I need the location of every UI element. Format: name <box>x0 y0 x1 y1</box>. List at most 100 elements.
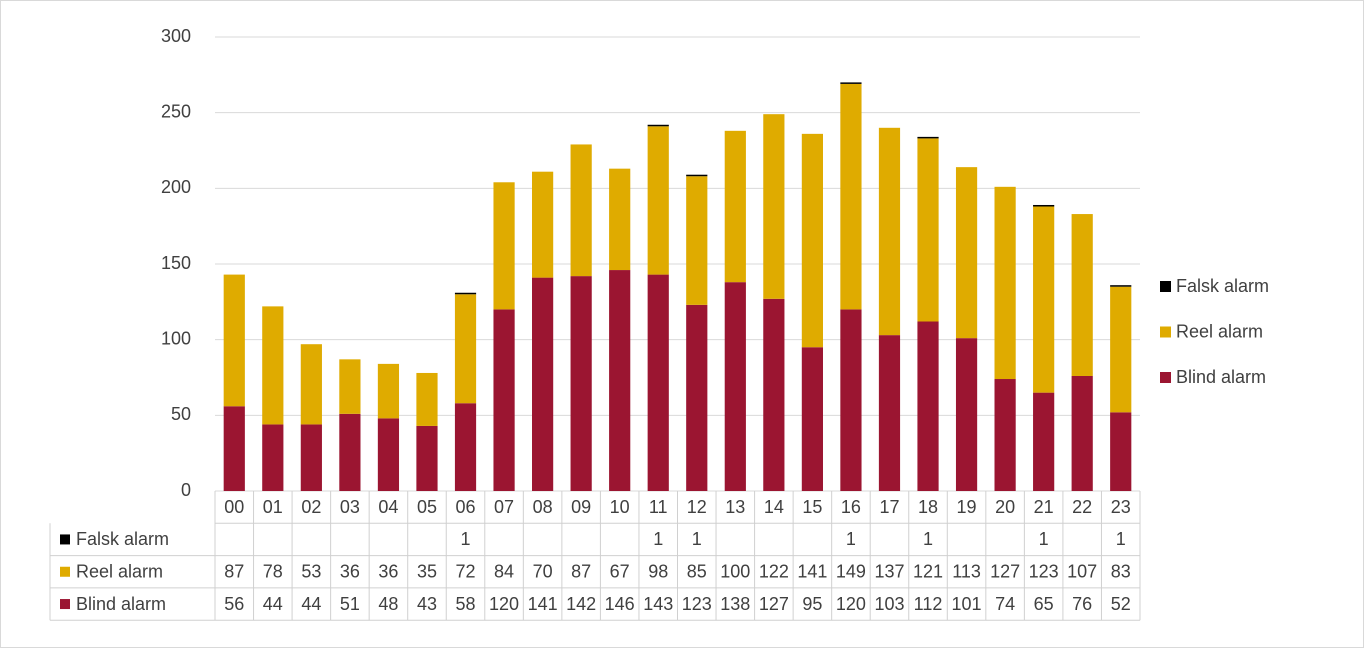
y-tick-label: 0 <box>181 480 191 500</box>
legend-label: Blind alarm <box>1176 367 1266 387</box>
table-row-label: Blind alarm <box>76 594 166 614</box>
x-tick-label: 10 <box>610 497 630 517</box>
bar <box>339 359 361 414</box>
bar <box>686 304 708 491</box>
table-cell: 43 <box>417 594 437 614</box>
table-cell: 1 <box>1039 529 1049 549</box>
table-cell: 36 <box>378 562 398 582</box>
bar <box>339 413 361 491</box>
bar <box>647 274 669 491</box>
table-cell: 44 <box>263 594 283 614</box>
x-tick-label: 12 <box>687 497 707 517</box>
bar <box>878 127 901 336</box>
bar <box>532 171 554 278</box>
x-tick-label: 15 <box>802 497 822 517</box>
x-tick-label: 17 <box>879 497 899 517</box>
x-tick-label: 11 <box>649 497 668 517</box>
bar <box>1110 286 1132 413</box>
x-tick-label: 05 <box>417 497 437 517</box>
table-legend-key <box>60 566 70 577</box>
bar <box>955 338 978 491</box>
table-cell: 36 <box>340 562 360 582</box>
x-tick-label: 03 <box>340 497 360 517</box>
table-cell: 141 <box>528 594 558 614</box>
table-cell: 101 <box>952 594 982 614</box>
table-cell: 95 <box>802 594 822 614</box>
bar <box>840 309 862 491</box>
table-cell: 56 <box>224 594 244 614</box>
bar <box>609 168 631 271</box>
bar <box>1110 285 1132 287</box>
table-cell: 1 <box>692 529 702 549</box>
x-tick-label: 14 <box>764 497 784 517</box>
bar <box>647 126 669 275</box>
legend-label: Reel alarm <box>1176 321 1263 341</box>
table-cell: 84 <box>494 562 514 582</box>
bar <box>300 424 322 491</box>
bar <box>686 174 708 177</box>
bar <box>570 276 592 491</box>
bar <box>801 347 823 491</box>
bar <box>223 406 245 491</box>
bar <box>609 270 631 491</box>
x-tick-label: 00 <box>224 497 244 517</box>
table-cell: 76 <box>1072 594 1092 614</box>
table-cell: 85 <box>687 562 707 582</box>
table-cell: 83 <box>1111 562 1131 582</box>
table-cell: 127 <box>759 594 789 614</box>
bar <box>763 114 785 299</box>
bar <box>878 335 901 491</box>
y-tick-label: 300 <box>161 26 191 46</box>
table-cell: 141 <box>797 562 827 582</box>
bar <box>377 418 400 491</box>
bar <box>1033 206 1055 393</box>
table-cell: 122 <box>759 562 789 582</box>
table-row-label: Falsk alarm <box>76 529 169 549</box>
bar <box>300 344 322 425</box>
x-tick-label: 02 <box>301 497 321 517</box>
y-tick-label: 100 <box>161 328 191 348</box>
table-cell: 123 <box>682 594 712 614</box>
bar <box>1033 204 1055 207</box>
table-cell: 100 <box>720 562 750 582</box>
table-cell: 107 <box>1067 562 1097 582</box>
table-cell: 44 <box>301 594 321 614</box>
bar <box>416 425 438 491</box>
bar <box>1071 375 1093 491</box>
table-cell: 58 <box>456 594 476 614</box>
bar <box>454 292 477 295</box>
table-cell: 137 <box>874 562 904 582</box>
x-tick-label: 20 <box>995 497 1015 517</box>
table-cell: 98 <box>648 562 668 582</box>
bar <box>1110 412 1132 491</box>
bar <box>686 176 708 305</box>
x-tick-label: 08 <box>533 497 553 517</box>
table-cell: 142 <box>566 594 596 614</box>
bar <box>454 294 477 404</box>
bar <box>493 309 515 491</box>
table-row-label: Reel alarm <box>76 562 163 582</box>
bar <box>1071 214 1093 376</box>
bar <box>647 124 669 127</box>
x-tick-label: 16 <box>841 497 861 517</box>
bar <box>416 372 438 426</box>
table-cell: 87 <box>571 562 591 582</box>
bar <box>840 82 862 84</box>
table-cell: 67 <box>610 562 630 582</box>
bar <box>840 83 862 310</box>
x-tick-label: 07 <box>494 497 514 517</box>
bar <box>917 138 939 322</box>
table-cell: 78 <box>263 562 283 582</box>
x-tick-label: 19 <box>957 497 977 517</box>
bar <box>724 282 746 491</box>
x-tick-label: 09 <box>571 497 591 517</box>
table-cell: 87 <box>224 562 244 582</box>
table-cell: 70 <box>533 562 553 582</box>
table-cell: 120 <box>489 594 519 614</box>
table-cell: 51 <box>340 594 360 614</box>
table-cell: 52 <box>1111 594 1131 614</box>
legend-key <box>1160 281 1171 292</box>
bar <box>1033 392 1055 491</box>
x-tick-label: 06 <box>456 497 476 517</box>
table-legend-key <box>60 599 70 610</box>
